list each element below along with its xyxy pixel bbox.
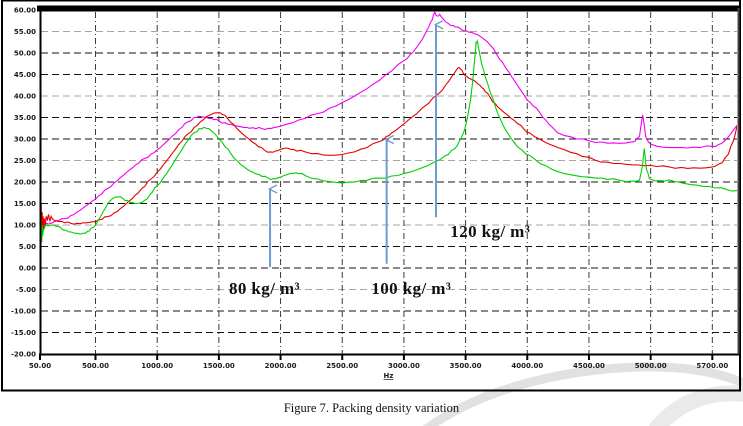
y-tick-label: -20.00 [11,351,36,359]
y-axis: 60.00 55.00 50.00 45.00 40.00 35.00 30.00 25.00… [11,7,36,359]
series-80kg [41,39,737,247]
y-tick-label: 30.00 [14,136,36,144]
x-tick-label: 1500.00 [203,362,235,370]
y-tick-label: -5.00 [16,286,36,294]
y-tick-label: 15.00 [14,200,36,208]
series-120kg [41,10,737,243]
x-tick-label: 5000.00 [635,362,667,370]
y-tick-label: -10.00 [11,308,36,316]
y-tick-label: 60.00 [14,7,36,15]
series-curves [41,10,737,247]
annotation-label: 80 kg/ m³ [229,279,300,298]
annotation-label: 100 kg/ m³ [371,279,451,298]
x-tick-label: 1000.00 [141,362,173,370]
watermark-arc [648,385,743,426]
x-tick-label: 4000.00 [511,362,543,370]
y-tick-label: 35.00 [14,114,36,122]
y-tick-label: 25.00 [14,157,36,165]
y-tick-label: 45.00 [14,71,36,79]
y-tick-label: 5.00 [19,243,36,251]
figure-caption: Figure 7. Packing density variation [283,401,460,415]
x-tick-label: 3500.00 [450,362,482,370]
y-tick-label: 55.00 [14,28,36,36]
annotation-label: 120 kg/ m³ [450,222,530,241]
annotations: 80 kg/ m³ 100 kg/ m³ 120 kg/ m³ [229,25,530,298]
x-tick-label: 2000.00 [265,362,297,370]
vertical-gridlines [95,8,713,354]
x-tick-label: 4500.00 [573,362,605,370]
y-tick-label: 50.00 [14,50,36,58]
x-tick-label: 50.00 [29,362,51,370]
x-tick-label: 5700.00 [696,362,728,370]
x-axis-unit-label: Hz [384,372,394,380]
y-tick-label: -15.00 [11,329,36,337]
y-tick-label: 40.00 [14,93,36,101]
y-tick-label: 20.00 [14,179,36,187]
series-100kg [41,66,737,247]
watermark-arc [422,362,743,426]
x-tick-label: 2500.00 [326,362,358,370]
y-tick-label: 0.00 [19,265,36,273]
x-axis: 50.00 500.00 1000.00 1500.00 2000.00 2500.00 3… [29,354,728,380]
plot-frame [1,0,741,392]
y-tick-label: 10.00 [14,222,36,230]
x-tick-label: 500.00 [82,362,109,370]
watermark [422,362,743,426]
x-tick-label: 3000.00 [388,362,420,370]
